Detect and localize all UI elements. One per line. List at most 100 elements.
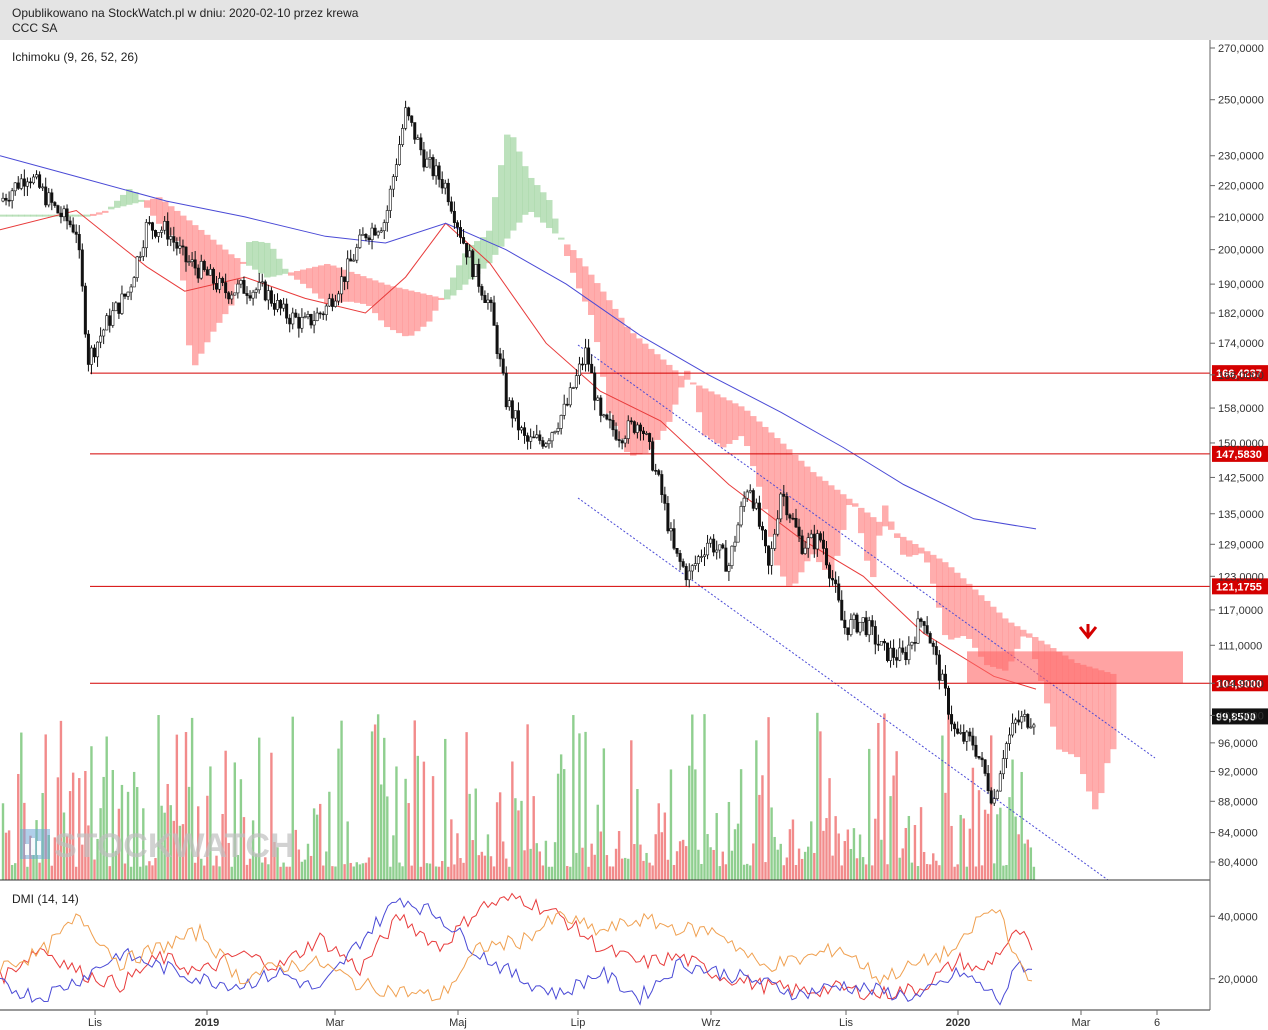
cloud-segment xyxy=(384,284,391,328)
candle-body xyxy=(1029,726,1033,729)
volume-bar xyxy=(620,858,624,880)
candle-body xyxy=(138,256,142,258)
volume-bar xyxy=(788,829,792,880)
volume-bar xyxy=(331,866,334,880)
candle-body xyxy=(593,372,597,401)
volume-bar xyxy=(691,714,694,880)
candle-body xyxy=(730,545,734,566)
volume-bar xyxy=(852,828,856,880)
cloud-segment xyxy=(672,370,679,405)
candle-body xyxy=(638,424,642,432)
volume-bar xyxy=(1023,843,1026,880)
candle-body xyxy=(254,289,258,293)
support-resistance-levels: 166,4237 147,5830 121,1755 104,9000 99,8500 xyxy=(90,365,1268,725)
candle-body xyxy=(4,197,8,201)
volume-bar xyxy=(309,855,313,880)
volume-bar xyxy=(142,808,145,880)
cloud-segment xyxy=(132,192,139,204)
candle-body xyxy=(538,434,542,441)
volume-bar xyxy=(197,806,200,880)
candle-body xyxy=(16,182,20,189)
candle-body xyxy=(349,258,353,262)
candle-body xyxy=(178,245,182,249)
candle-body xyxy=(419,137,423,151)
volume-bar xyxy=(742,864,746,880)
volume-bar xyxy=(349,862,352,880)
cloud-segment xyxy=(1068,659,1075,755)
volume-bar xyxy=(462,862,465,880)
volume-bar xyxy=(498,792,502,880)
volume-bar xyxy=(1005,865,1008,880)
volume-bar xyxy=(129,866,133,880)
volume-bar xyxy=(389,866,392,880)
candle-body xyxy=(901,647,905,653)
volume-bar xyxy=(364,862,368,880)
volume-bar xyxy=(803,851,807,880)
candle-body xyxy=(535,434,539,438)
candle-body xyxy=(742,497,746,507)
price-axis: 270,0000 250,0000 230,0000 220,0000 210,0000… xyxy=(1210,43,1264,869)
volume-bar xyxy=(398,862,401,880)
candle-body xyxy=(431,157,435,177)
cloud-segment xyxy=(990,606,997,667)
volume-bar xyxy=(544,840,548,880)
cloud-segment xyxy=(144,200,151,208)
candle-body xyxy=(510,400,514,419)
price-tick-label: 129,0000 xyxy=(1218,539,1264,551)
cloud-segment xyxy=(96,212,103,215)
volume-bar xyxy=(715,813,718,880)
volume-bar xyxy=(779,843,782,880)
candle-body xyxy=(373,227,377,236)
cloud-segment xyxy=(942,562,949,636)
candle-body xyxy=(995,790,999,799)
candle-body xyxy=(111,310,115,326)
dmi-line xyxy=(0,892,1033,1001)
candle-body xyxy=(44,186,48,206)
candle-body xyxy=(401,128,405,145)
cloud-segment xyxy=(372,280,379,314)
volume-bar xyxy=(276,847,279,880)
candle-body xyxy=(953,723,957,730)
volume-bar xyxy=(864,864,868,880)
volume-bar xyxy=(193,862,197,880)
candle-body xyxy=(840,599,844,621)
candle-body xyxy=(986,773,990,791)
candle-body xyxy=(547,440,551,445)
volume-bar xyxy=(733,829,737,880)
candle-body xyxy=(233,292,237,296)
volume-bar xyxy=(486,834,490,880)
volume-bar xyxy=(721,851,724,880)
candle-body xyxy=(25,181,29,187)
price-tick-label: 166,0000 xyxy=(1218,370,1264,382)
volume-bar xyxy=(535,843,538,880)
volume-bar xyxy=(56,777,60,880)
volume-bar xyxy=(352,866,355,880)
cloud-segment xyxy=(828,485,835,578)
candle-body xyxy=(266,290,270,301)
volume-bar xyxy=(761,775,764,880)
cloud-segment xyxy=(594,283,601,343)
volume-bar xyxy=(355,862,358,880)
candle-body xyxy=(529,436,533,442)
candle-body xyxy=(440,179,444,189)
volume-bar xyxy=(212,865,215,880)
volume-bar xyxy=(785,857,789,880)
candle-body xyxy=(77,234,81,251)
candle-body xyxy=(870,620,874,627)
candle-body xyxy=(523,427,527,436)
candle-body xyxy=(544,443,548,447)
candle-body xyxy=(71,224,75,233)
cloud-segment xyxy=(408,290,415,336)
cloud-segment xyxy=(336,267,343,303)
cloud-segment xyxy=(624,326,631,453)
candle-body xyxy=(602,414,606,417)
candle-body xyxy=(1023,714,1027,717)
candle-body xyxy=(279,300,283,309)
volume-bar xyxy=(718,866,721,880)
volume-bar xyxy=(254,854,258,880)
price-tick-label: 142,5000 xyxy=(1218,472,1264,484)
cloud-segment xyxy=(804,466,811,562)
volume-bar xyxy=(111,769,114,880)
cloud-segment xyxy=(714,394,721,444)
